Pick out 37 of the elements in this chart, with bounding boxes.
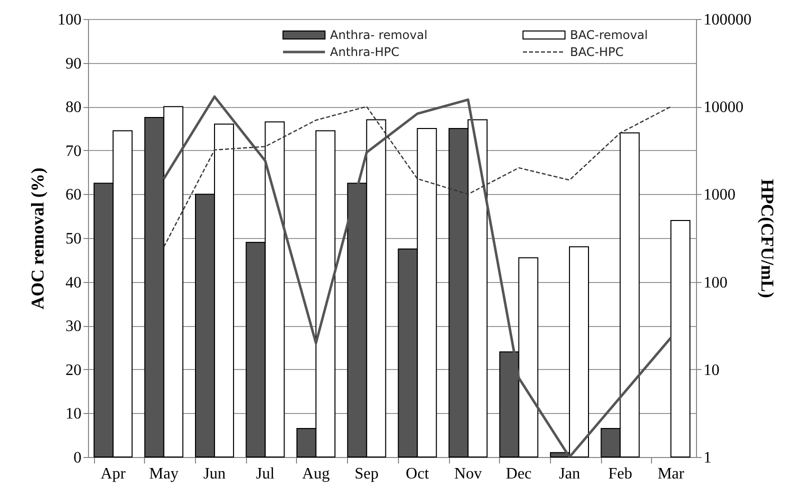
legend-label: BAC-HPC bbox=[570, 45, 624, 59]
x-tick-label: Nov bbox=[454, 466, 482, 482]
x-tick-label: Mar bbox=[658, 466, 685, 482]
y-tick-label: 40 bbox=[66, 274, 82, 292]
bar bbox=[670, 220, 690, 458]
y2-tick-label: 10 bbox=[704, 362, 720, 379]
y2-tick-label: 100 bbox=[704, 274, 728, 292]
line-series bbox=[163, 106, 672, 248]
x-tick-label: Feb bbox=[608, 466, 632, 482]
y2-tick-label: 1 bbox=[704, 450, 712, 466]
y-tick-label: 10 bbox=[66, 406, 82, 423]
y-tick-label: 60 bbox=[66, 186, 82, 204]
legend-label: Anthra- removal bbox=[330, 28, 428, 42]
x-tick-label: Sep bbox=[354, 466, 379, 482]
y2-tick-label: 100000 bbox=[704, 12, 752, 28]
y-tick-label: 100 bbox=[58, 12, 82, 28]
y-tick-label: 50 bbox=[66, 230, 82, 248]
y-tick-label: 90 bbox=[66, 55, 82, 72]
y2-axis-title: HPC(CFU/mL) bbox=[758, 179, 778, 298]
y-tick-label: 0 bbox=[74, 450, 82, 466]
legend-label: Anthra-HPC bbox=[330, 45, 400, 59]
y-tick-label: 30 bbox=[66, 318, 82, 336]
y2-tick-label: 10000 bbox=[704, 99, 744, 116]
x-tick-label: Apr bbox=[100, 466, 126, 482]
x-tick-label: Jan bbox=[558, 466, 580, 482]
legend-label: BAC-removal bbox=[570, 28, 648, 42]
x-tick-label: Dec bbox=[506, 466, 532, 482]
y-tick-label: 20 bbox=[66, 362, 82, 379]
y-tick-label: 80 bbox=[66, 99, 82, 116]
x-tick-label: Oct bbox=[406, 466, 430, 482]
x-tick-label: Jun bbox=[203, 466, 226, 482]
x-tick-label: May bbox=[149, 466, 178, 482]
y-axis-title: AOC removal (%) bbox=[28, 168, 48, 310]
x-tick-label: Aug bbox=[302, 466, 330, 482]
y2-tick-label: 1000 bbox=[704, 186, 736, 204]
y-tick-label: 70 bbox=[66, 142, 82, 160]
x-tick-label: Jul bbox=[256, 466, 276, 482]
